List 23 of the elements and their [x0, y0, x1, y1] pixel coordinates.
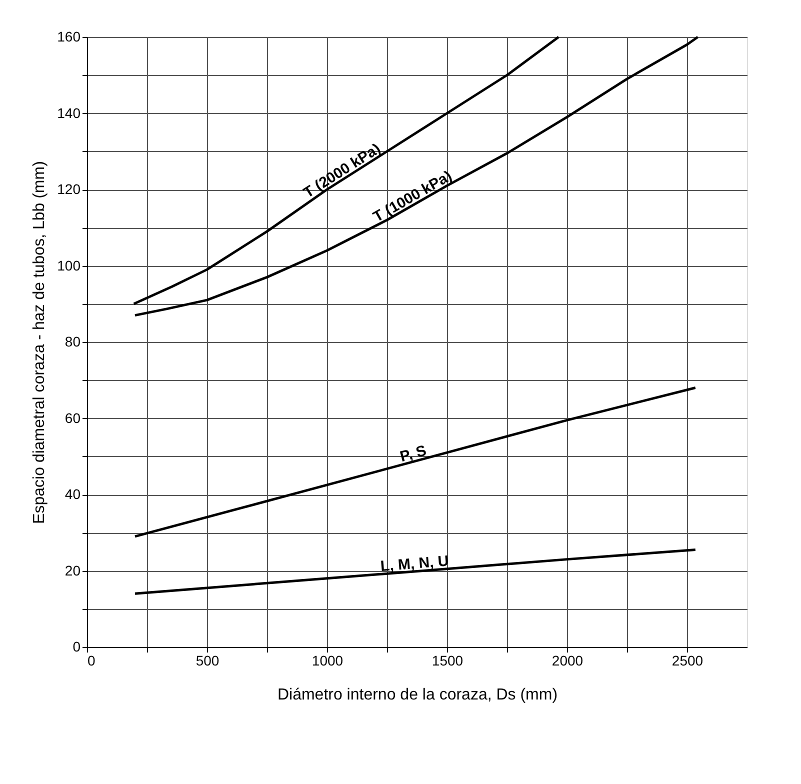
series-label: L, M, N, U — [380, 552, 450, 576]
y-tick-label: 100 — [57, 257, 81, 274]
y-tick-label: 20 — [64, 562, 81, 578]
x-axis-title: Diámetro interno de la coraza, Ds (mm) — [277, 686, 558, 704]
x-tick-label: 1500 — [432, 652, 464, 668]
y-tick-label: 60 — [64, 410, 81, 426]
line-series — [134, 36, 700, 317]
y-tick-label: 120 — [57, 181, 81, 197]
y-tick-label: 140 — [57, 104, 81, 121]
line-series — [134, 548, 697, 595]
y-tick-label: 40 — [64, 486, 81, 502]
line-series — [134, 386, 697, 538]
line-series — [132, 36, 560, 306]
y-tick-label: 80 — [64, 334, 81, 350]
y-tick-label: 160 — [57, 28, 81, 44]
y-tick-label: 0 — [72, 638, 81, 654]
text: P, S — [398, 442, 428, 466]
x-tick-label: 0 — [88, 652, 96, 668]
x-tick-label: 500 — [196, 652, 220, 668]
x-tick-label: 1000 — [312, 652, 344, 668]
x-tick-label: 2500 — [672, 652, 704, 668]
y-axis-title: Espacio diametral coraza - haz de tubos, Lbb (mm) — [31, 161, 48, 524]
x-tick-label: 2000 — [552, 652, 584, 668]
